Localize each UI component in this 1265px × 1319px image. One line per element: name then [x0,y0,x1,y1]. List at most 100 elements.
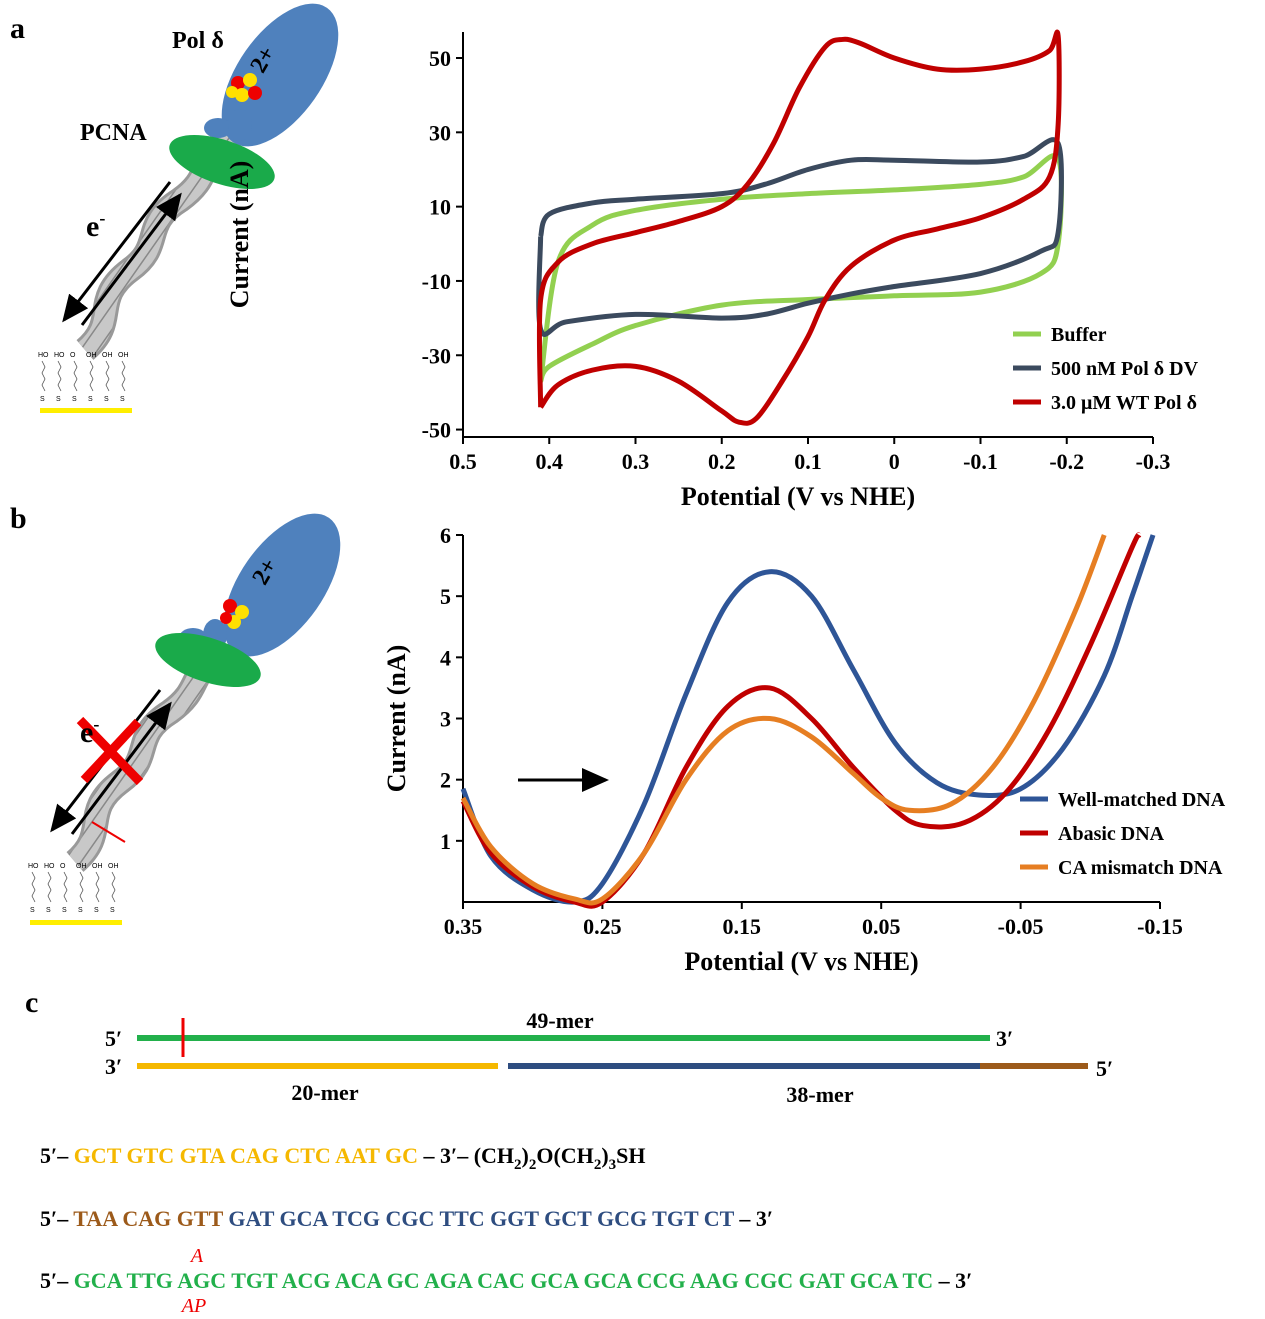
panel-label: a [10,12,25,45]
surface-anchor: S [46,907,51,914]
linker-chain [57,360,62,392]
seq-bases: AGC TGT ACG ACA GC AGA CAC GCA GCA CCG A… [177,1268,933,1293]
seq-bases: GCA TTG [74,1268,173,1293]
strand-end: 5′ [1096,1056,1113,1081]
panel-label: c [25,986,38,1019]
surface-anchor: S [110,907,115,914]
sequence: 5′– GCT GTC GTA CAG CTC AAT GC – 3′– (CH… [40,1143,646,1173]
variant-label: A [189,1245,204,1267]
surface-anchor: S [72,396,77,403]
surface-group: O [70,352,76,359]
electron-label: e- [86,208,105,243]
x-tick-label: 0.1 [794,449,822,474]
y-tick-label: 2 [440,768,451,793]
surface-group: OH [92,863,103,870]
x-tick-label: 0.05 [862,914,901,939]
linker-chain [31,871,36,903]
series-line [536,137,1064,337]
strand-length: 38-mer [786,1082,853,1107]
y-tick-label: 6 [440,523,451,548]
y-tick-label: 10 [429,195,451,220]
x-tick-label: 0.3 [622,449,650,474]
x-tick-label: 0.15 [723,914,762,939]
electron-sup: - [99,208,105,228]
linker: O(CH [536,1143,593,1168]
y-axis-title: Current (nA) [382,645,411,793]
legend-label: 3.0 μM WT Pol δ [1051,392,1197,414]
diagram-b [30,513,341,925]
panel-label: b [10,502,27,535]
x-tick-label: -0.2 [1049,449,1084,474]
surface-anchor: S [78,907,83,914]
linker-chain [95,871,100,903]
x-tick-label: -0.05 [998,914,1044,939]
linker-chain [63,871,68,903]
series-line [460,532,1142,909]
x-tick-label: -0.1 [963,449,998,474]
surface-group: O [60,863,66,870]
linker-sub: 3 [609,1157,617,1173]
y-tick-label: 1 [440,829,451,854]
x-axis-title: Potential (V vs NHE) [684,947,918,976]
sequence: 5′– TAA CAG GTT GAT GCA TCG CGC TTC GGT … [40,1206,773,1231]
x-axis-title: Potential (V vs NHE) [681,482,915,511]
surface-group: OH [76,863,87,870]
y-tick-label: 30 [429,120,451,145]
linker-sub: 2 [529,1157,537,1173]
legend-label: CA mismatch DNA [1058,857,1223,879]
x-tick-label: 0.2 [708,449,736,474]
x-tick-label: 0.4 [536,449,564,474]
y-tick-label: 50 [429,46,451,71]
legend-label: Buffer [1051,324,1107,346]
x-tick-label: -0.15 [1137,914,1183,939]
variant-label: AP [180,1295,206,1317]
strand-length: 49-mer [526,1008,593,1033]
linker-chain [105,360,110,392]
surface-group: OH [102,352,113,359]
linker-chain [79,871,84,903]
series-line [536,29,1062,426]
linker: SH [616,1143,645,1168]
surface-anchor: S [62,907,67,914]
surface-anchor: S [104,396,109,403]
linker: ) [522,1143,529,1168]
electron-label: e- [80,714,99,749]
y-tick-label: 4 [440,645,451,670]
electron-sup: - [93,714,99,734]
strand-length: 20-mer [291,1080,358,1105]
strand-end: 3′ [996,1026,1013,1051]
surface-anchor: S [30,907,35,914]
surface-group: HO [54,352,65,359]
seq-bases: GAT GCA TCG CGC TTC GGT GCT GCG TGT CT [228,1206,734,1231]
y-tick-label: 5 [440,584,451,609]
strand-end: 5′ [105,1026,122,1051]
surface-group: HO [44,863,55,870]
seq-end: – 3′ [938,1268,973,1293]
y-axis-title: Current (nA) [225,161,254,309]
pcna-label: PCNA [80,120,147,146]
x-tick-label: 0 [889,449,900,474]
electron: e [86,210,99,243]
surface-group: OH [86,352,97,359]
x-tick-label: 0.25 [583,914,622,939]
y-tick-label: -50 [422,418,451,443]
surface-anchor: S [94,907,99,914]
surface-anchor: S [120,396,125,403]
linker-chain [121,360,126,392]
linker: – 3′– (CH [423,1143,515,1168]
strand-end: 3′ [105,1054,122,1079]
linker-sub: 2 [594,1157,602,1173]
surface-group: HO [28,863,39,870]
surface-anchor: S [40,396,45,403]
sequence: 5′– GCA TTG AGC TGT ACG ACA GC AGA CAC G… [40,1268,972,1293]
linker-chain [47,871,52,903]
linker: ) [601,1143,608,1168]
x-tick-label: -0.3 [1136,449,1171,474]
surface-anchor: S [88,396,93,403]
surface-group: OH [118,352,129,359]
legend-label: Well-matched DNA [1058,789,1226,811]
pol-label: Pol δ [172,28,224,54]
seq-bases: TAA CAG GTT [73,1206,223,1231]
legend-label: Abasic DNA [1058,823,1165,845]
